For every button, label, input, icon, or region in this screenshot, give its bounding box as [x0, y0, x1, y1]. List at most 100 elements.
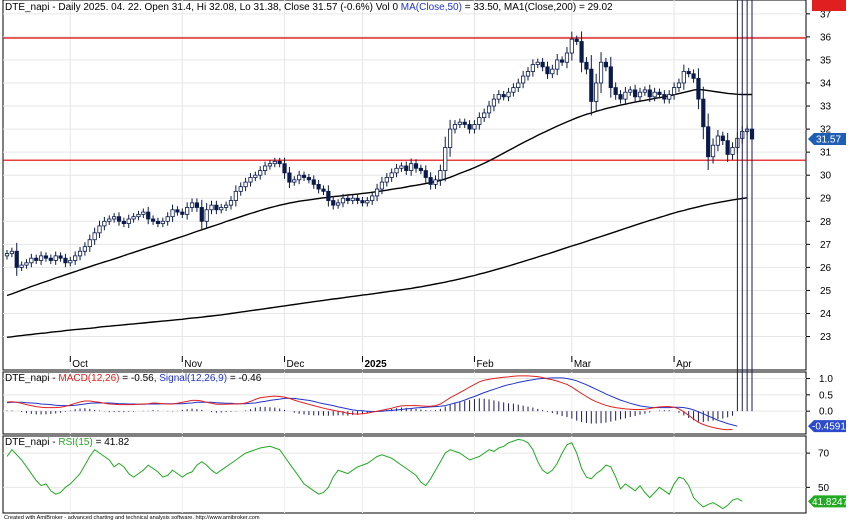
- price-y-tick-label: 37: [820, 9, 832, 20]
- candle-up: [564, 52, 570, 63]
- candle-up: [667, 94, 672, 100]
- candle-down: [720, 135, 725, 142]
- macd-line: [6, 375, 733, 431]
- candle-up: [438, 170, 443, 181]
- candle-up: [136, 213, 141, 218]
- price-y-tick-label: 34: [820, 78, 832, 89]
- price-grid: [3, 0, 806, 370]
- candle-down: [559, 59, 565, 63]
- candle-up: [409, 163, 414, 171]
- candle-up: [141, 211, 146, 215]
- rsi-value-label: 41.8247: [812, 497, 849, 508]
- candle-up: [340, 197, 346, 204]
- candle-up: [516, 82, 521, 88]
- candle-up: [82, 246, 88, 252]
- candle-up: [399, 165, 404, 169]
- candle-up: [389, 172, 394, 178]
- candle-up: [185, 207, 190, 215]
- candle-up: [511, 87, 516, 93]
- candle-up: [336, 202, 341, 206]
- candle-up: [350, 197, 355, 201]
- price-y-tick-label: 35: [820, 55, 832, 66]
- macd-y-axis: 1.0 0.5 0.0: [806, 374, 833, 418]
- candle-up: [73, 255, 78, 261]
- candle-up: [433, 179, 438, 185]
- candle-down: [155, 220, 161, 225]
- candle-up: [530, 64, 535, 72]
- candle-down: [647, 89, 652, 98]
- candle-down: [706, 126, 711, 158]
- price-y-tick-label: 25: [820, 286, 832, 297]
- candle-down: [287, 172, 292, 183]
- candle-down: [423, 170, 428, 178]
- candle-down: [618, 94, 623, 100]
- candle-down: [194, 202, 200, 208]
- candle-up: [710, 144, 716, 158]
- footer-credit: Created with AmiBroker - advanced charti…: [4, 515, 260, 521]
- signal-value-tag: [812, 0, 846, 11]
- ma50-line: [6, 88, 752, 297]
- candle-down: [146, 211, 151, 220]
- legend-segment: DTE_napi -: [5, 373, 58, 384]
- price-y-tick-label: 27: [820, 240, 832, 251]
- legend-segment: DTE_napi - Daily 2025. 04. 22. Open 31.4…: [5, 2, 401, 13]
- price-y-tick-label: 31: [820, 148, 832, 159]
- price-x-tick-label: 2025: [364, 359, 387, 370]
- candle-up: [9, 250, 14, 254]
- price-y-tick-label: 24: [820, 309, 832, 320]
- legend-segment: = 33.50, MA1(Close,200) = 29.02: [462, 2, 613, 13]
- candle-down: [404, 165, 409, 171]
- candle-up: [486, 105, 492, 114]
- rsi-value-tag: 41.8247: [808, 495, 849, 508]
- rsi-panel-frame: [2, 435, 807, 514]
- candle-down: [413, 163, 419, 169]
- candle-up: [131, 216, 136, 220]
- candle-up: [24, 262, 29, 266]
- candle-down: [608, 66, 613, 88]
- candle-up: [379, 181, 385, 190]
- candle-up: [262, 165, 268, 171]
- candle-down: [686, 71, 691, 75]
- macd-legend: DTE_napi - MACD(12,26) = -0.56, Signal(1…: [5, 373, 262, 384]
- candle-up: [730, 147, 735, 155]
- price-x-tick-label: Nov: [184, 359, 202, 370]
- candle-up: [160, 220, 165, 225]
- rsi-y-tick-label: 70: [818, 449, 830, 460]
- legend-segment: Signal(12,26,9): [159, 373, 227, 384]
- candle-up: [535, 61, 540, 65]
- candle-down: [301, 174, 307, 178]
- candle-up: [482, 112, 487, 118]
- candle-up: [107, 218, 112, 222]
- candle-down: [345, 197, 350, 201]
- candle-up: [550, 68, 555, 75]
- candlesticks: [4, 31, 755, 276]
- candle-up: [652, 91, 657, 98]
- candle-up: [248, 177, 253, 183]
- legend-segment: = 41.82: [93, 437, 130, 448]
- candle-up: [4, 253, 10, 257]
- candle-down: [282, 163, 287, 174]
- candle-down: [48, 257, 53, 261]
- price-y-tick-label: 33: [820, 102, 832, 113]
- candle-down: [58, 255, 63, 259]
- candle-down: [467, 124, 472, 130]
- candle-up: [671, 87, 677, 95]
- candle-up: [365, 200, 370, 204]
- price-y-tick-label: 23: [820, 332, 832, 343]
- macd-value-tags: -0.4591: [808, 0, 846, 433]
- candle-up: [452, 124, 458, 130]
- candle-up: [491, 98, 497, 107]
- price-y-tick-label: 30: [820, 171, 832, 182]
- price-x-tick-label: Mar: [574, 359, 592, 370]
- candle-down: [657, 91, 662, 95]
- candle-up: [92, 232, 97, 241]
- candle-up: [243, 181, 248, 188]
- candle-down: [306, 177, 311, 181]
- legend-segment: MA(Close,50): [401, 2, 462, 13]
- candle-up: [97, 225, 102, 234]
- candle-up: [228, 200, 234, 206]
- candle-down: [613, 87, 618, 95]
- price-x-tick-label: Apr: [676, 359, 692, 370]
- macd-histogram: [6, 0, 753, 424]
- price-y-axis: 23 24 25 26 27 28 29 30 31 32 33 34 35 36 37: [806, 9, 832, 343]
